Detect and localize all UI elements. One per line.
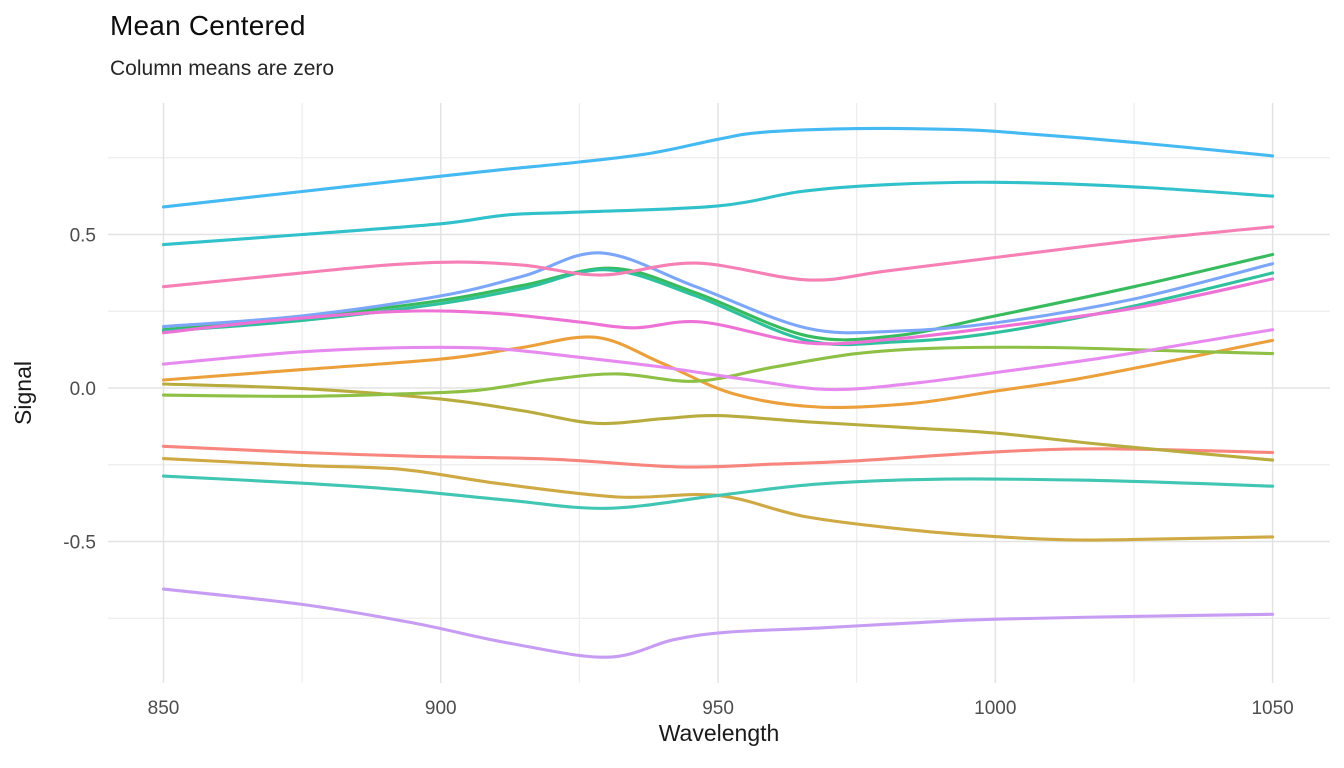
axis-layer: Wavelength Signal 850 900 950 1000 1050 0.5 0.… bbox=[10, 226, 1294, 747]
series-layer bbox=[161, 126, 1275, 659]
series-line-orchid bbox=[161, 328, 1275, 392]
y-axis-title: Signal bbox=[10, 361, 36, 425]
series-line-purple bbox=[161, 587, 1275, 659]
y-tick-label: 0.0 bbox=[70, 379, 96, 400]
x-tick-label: 850 bbox=[148, 698, 180, 719]
series-line-salmon bbox=[161, 444, 1275, 469]
x-tick-label: 900 bbox=[425, 698, 457, 719]
plot-subtitle: Column means are zero bbox=[110, 57, 335, 80]
plot-title: Mean Centered bbox=[110, 10, 306, 41]
series-line-cyan bbox=[161, 180, 1275, 247]
y-tick-label: 0.5 bbox=[70, 226, 96, 247]
series-line-teal bbox=[161, 474, 1275, 510]
series-line-green bbox=[161, 252, 1275, 342]
series-line-orange bbox=[161, 335, 1275, 410]
series-line-magenta bbox=[161, 277, 1275, 346]
x-tick-label: 1000 bbox=[974, 698, 1016, 719]
series-line-sky-blue bbox=[161, 126, 1275, 209]
x-axis-title: Wavelength bbox=[659, 720, 780, 746]
y-tick-label: -0.5 bbox=[63, 533, 96, 554]
series-line-apple-green bbox=[161, 345, 1275, 398]
grid-layer bbox=[108, 103, 1330, 683]
x-tick-label: 950 bbox=[702, 698, 734, 719]
series-line-pink bbox=[161, 225, 1275, 289]
series-line-cornflower bbox=[161, 251, 1275, 335]
x-tick-label: 1050 bbox=[1251, 698, 1293, 719]
series-line-mustard bbox=[161, 457, 1275, 542]
